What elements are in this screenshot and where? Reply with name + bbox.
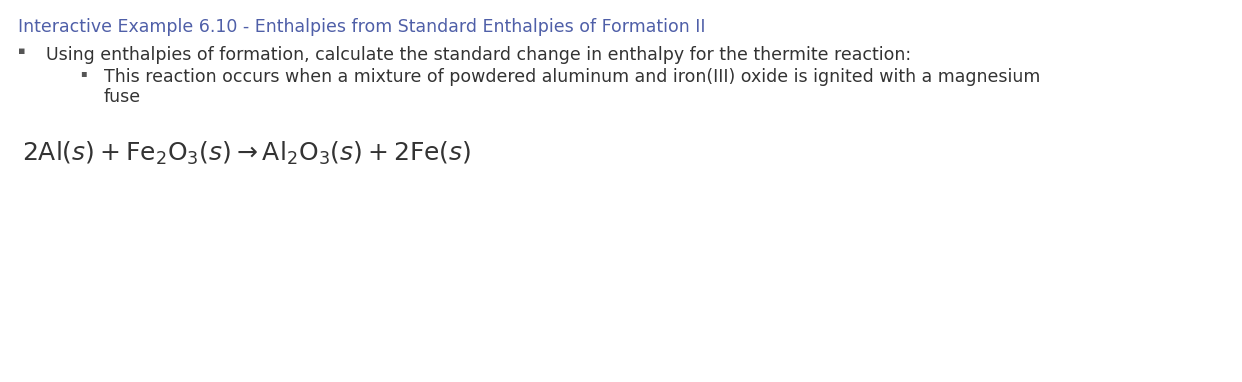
Text: This reaction occurs when a mixture of powdered aluminum and iron(III) oxide is : This reaction occurs when a mixture of p…	[104, 68, 1041, 86]
Text: fuse: fuse	[104, 88, 142, 106]
Text: Using enthalpies of formation, calculate the standard change in enthalpy for the: Using enthalpies of formation, calculate…	[46, 46, 912, 64]
Text: ▪: ▪	[79, 68, 87, 78]
Text: Interactive Example 6.10 - Enthalpies from Standard Enthalpies of Formation II: Interactive Example 6.10 - Enthalpies fr…	[17, 18, 705, 36]
Text: ▪: ▪	[17, 46, 26, 56]
Text: $\mathregular{2Al}(s)+\mathregular{Fe_2O_3}(s)\rightarrow \mathregular{Al_2O_3}(: $\mathregular{2Al}(s)+\mathregular{Fe_2O…	[22, 140, 471, 167]
